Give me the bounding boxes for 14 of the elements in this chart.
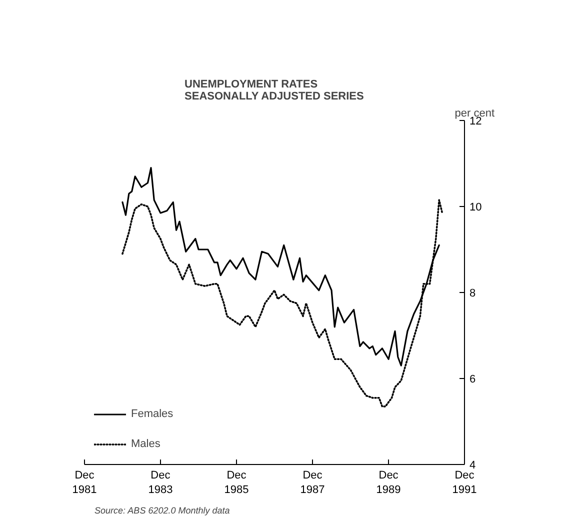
y-tick-label: 6 — [470, 374, 476, 386]
chart-title: UNEMPLOYMENT RATES SEASONALLY ADJUSTED SERIES — [184, 78, 364, 102]
source-note: Source: ABS 6202.0 Monthly data — [94, 506, 230, 516]
y-tick-label: 10 — [470, 202, 482, 214]
x-tick-label: Dec 1989 — [376, 470, 401, 496]
y-tick-label: 4 — [470, 460, 476, 472]
x-tick-label: Dec 1987 — [300, 470, 325, 496]
legend-label: Males — [131, 438, 160, 450]
y-tick-label: 8 — [470, 288, 476, 300]
x-tick-label: Dec 1991 — [452, 470, 477, 496]
x-tick-label: Dec 1983 — [148, 470, 173, 496]
x-tick-label: Dec 1985 — [224, 470, 249, 496]
x-tick-label: Dec 1981 — [72, 470, 97, 496]
legend-label: Females — [131, 408, 174, 420]
